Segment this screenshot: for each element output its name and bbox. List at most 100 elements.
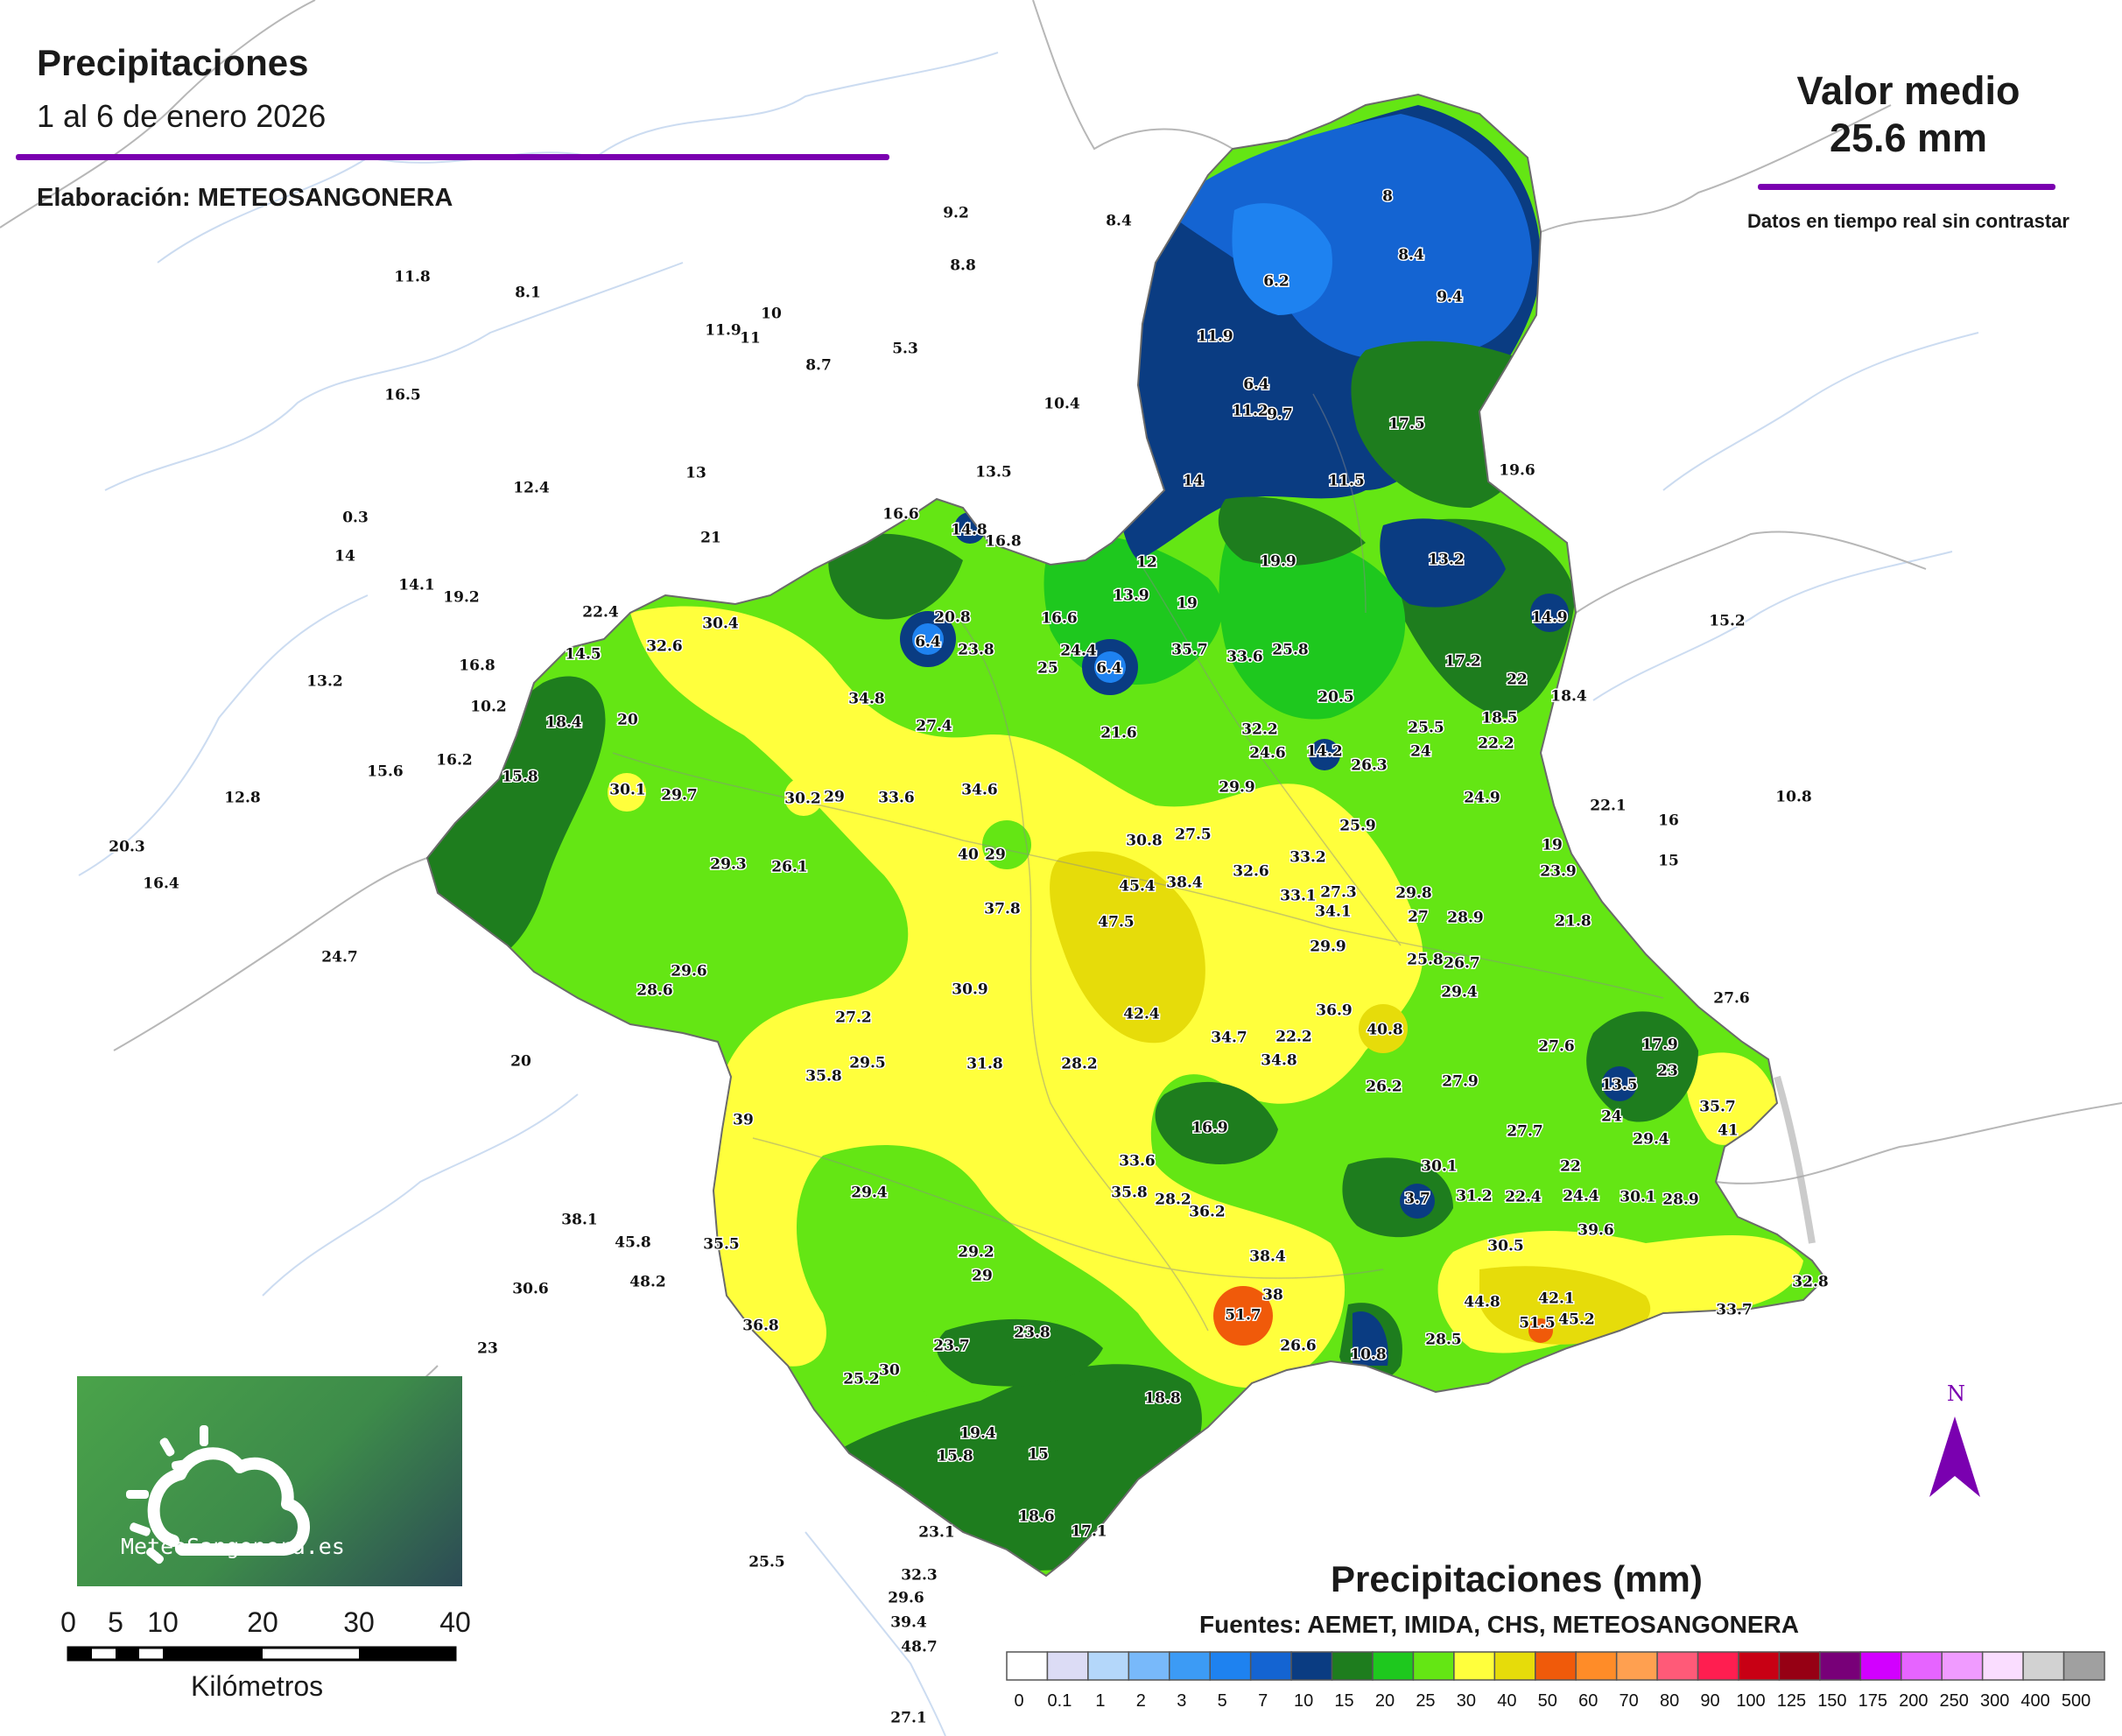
legend-label: 100	[1736, 1691, 1765, 1711]
station-value: 35.8	[1111, 1184, 1147, 1202]
station-value: 42.4	[1123, 1006, 1160, 1023]
station-value: 32.6	[1233, 863, 1268, 881]
station-value: 16.6	[882, 506, 918, 524]
station-value: 41	[1718, 1122, 1739, 1140]
legend-swatch	[1412, 1651, 1455, 1681]
station-value: 45.4	[1119, 878, 1156, 896]
station-value: 23	[1657, 1063, 1678, 1080]
station-value: 16.5	[384, 387, 420, 404]
station-value: 48.7	[901, 1639, 937, 1656]
station-value: 39.6	[1577, 1222, 1613, 1240]
station-value: 6.2	[1263, 273, 1289, 291]
station-value: 13.5	[1601, 1077, 1637, 1094]
station-value: 18.4	[1550, 688, 1587, 706]
station-value: 35.5	[703, 1236, 739, 1254]
station-value: 29.9	[1219, 779, 1254, 797]
legend-label: 20	[1375, 1691, 1395, 1711]
legend-swatch	[1656, 1651, 1699, 1681]
station-value: 24	[1601, 1108, 1622, 1126]
station-value: 30.6	[512, 1281, 548, 1298]
station-value: 22.1	[1590, 798, 1626, 815]
station-value: 15.8	[937, 1448, 973, 1465]
legend-label: 25	[1416, 1691, 1435, 1711]
station-value: 25.2	[843, 1371, 879, 1388]
station-value: 23.1	[918, 1524, 954, 1542]
station-value: 0.3	[342, 510, 369, 527]
station-value: 29	[824, 789, 845, 806]
station-value: 34.8	[848, 691, 884, 708]
legend-swatch	[1859, 1651, 1902, 1681]
station-value: 29.4	[1633, 1131, 1669, 1149]
station-value: 10	[761, 306, 782, 323]
station-value: 25	[1037, 660, 1058, 678]
station-value: 17.2	[1444, 653, 1480, 671]
station-value: 13.2	[306, 673, 342, 691]
station-value: 51.7	[1225, 1307, 1261, 1325]
station-value: 23	[477, 1340, 498, 1358]
station-value: 16.4	[143, 875, 179, 893]
station-value: 8.7	[805, 357, 832, 375]
legend-swatch	[1981, 1651, 2024, 1681]
scale-label-20: 20	[247, 1606, 278, 1638]
station-value: 30.2	[784, 791, 820, 808]
legend-sources: Fuentes: AEMET, IMIDA, CHS, METEOSANGONE…	[1199, 1611, 1800, 1638]
station-value: 30.1	[1421, 1158, 1457, 1176]
station-value: 17.1	[1071, 1523, 1107, 1541]
station-value: 12	[1136, 554, 1157, 572]
station-value: 21.8	[1555, 913, 1591, 931]
station-value: 31.8	[966, 1056, 1002, 1073]
legend-swatch	[2062, 1651, 2105, 1681]
station-value: 29.3	[710, 856, 746, 874]
station-value: 48.2	[629, 1274, 665, 1291]
station-value: 30.5	[1487, 1238, 1523, 1255]
legend-label: 7	[1258, 1691, 1268, 1711]
station-value: 10.2	[470, 699, 506, 716]
credit-label: Elaboración: METEOSANGONERA	[37, 184, 453, 212]
station-value: 27.2	[835, 1009, 871, 1027]
station-value: 16.2	[436, 752, 472, 770]
station-value: 28.2	[1155, 1191, 1191, 1209]
station-value: 33.1	[1280, 888, 1316, 905]
legend-swatch	[1615, 1651, 1658, 1681]
station-value: 20	[617, 712, 638, 729]
station-value: 36.9	[1316, 1002, 1352, 1020]
legend-swatch	[1169, 1651, 1211, 1681]
legend-label: 0	[1014, 1691, 1023, 1711]
station-value: 9.2	[943, 205, 969, 222]
station-value: 15.8	[502, 769, 538, 786]
station-value: 23.8	[958, 642, 994, 659]
station-value: 12.8	[224, 790, 260, 807]
station-value: 24	[1410, 743, 1431, 761]
station-value: 45.8	[615, 1234, 650, 1252]
station-value: 19	[1177, 595, 1198, 613]
station-value: 27.3	[1320, 884, 1356, 902]
station-value: 18.8	[1144, 1390, 1180, 1408]
station-value: 25.9	[1339, 818, 1375, 835]
station-value: 25.8	[1407, 952, 1443, 969]
station-value: 24.4	[1060, 643, 1097, 660]
station-value: 22	[1560, 1158, 1581, 1176]
station-value: 11.9	[1197, 328, 1233, 346]
station-value: 32.6	[646, 638, 682, 656]
station-value: 11.2	[1232, 403, 1268, 420]
station-value: 14	[1183, 473, 1204, 490]
station-value: 24.6	[1249, 745, 1285, 763]
station-value: 22.4	[1505, 1189, 1542, 1206]
station-value: 34.6	[961, 782, 997, 799]
station-value: 8	[1382, 188, 1393, 206]
station-value: 27.4	[916, 718, 952, 735]
legend-label: 70	[1620, 1691, 1639, 1711]
legend-swatch	[1290, 1651, 1333, 1681]
legend-label: 10	[1294, 1691, 1313, 1711]
station-value: 20.3	[109, 839, 144, 856]
station-value: 18.5	[1481, 710, 1517, 727]
station-value: 20	[510, 1053, 531, 1071]
station-value: 44.8	[1464, 1294, 1500, 1311]
station-value: 14.9	[1531, 609, 1567, 627]
station-value: 30.4	[702, 615, 739, 633]
station-value: 30.9	[952, 981, 987, 999]
legend-label: 2	[1136, 1691, 1146, 1711]
station-value: 28.6	[636, 982, 672, 1000]
station-value: 15	[1028, 1446, 1049, 1464]
station-value: 6.4	[915, 634, 941, 651]
